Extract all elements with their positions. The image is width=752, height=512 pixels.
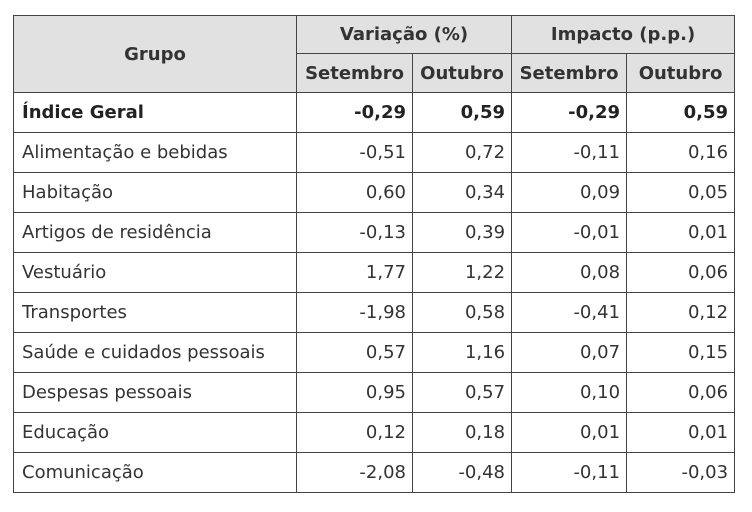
variacao-setembro-cell: 0,12 <box>296 412 413 453</box>
table-body: Índice Geral -0,29 0,59 -0,29 0,59 Alime… <box>13 92 736 493</box>
row-group-name: Transportes <box>13 292 297 333</box>
row-group-name: Saúde e cuidados pessoais <box>13 332 297 373</box>
table-row: Índice Geral -0,29 0,59 -0,29 0,59 <box>13 92 736 133</box>
variacao-outubro-cell: 0,59 <box>411 92 513 133</box>
row-group-name: Artigos de residência <box>13 212 297 253</box>
impacto-setembro-cell: -0,41 <box>511 292 628 333</box>
table-row: Alimentação e bebidas -0,51 0,72 -0,11 0… <box>13 132 736 173</box>
row-group-name: Comunicação <box>13 452 297 493</box>
row-group-name: Vestuário <box>13 252 297 293</box>
header-impacto-setembro: Setembro <box>511 53 628 93</box>
variacao-setembro-cell: -1,98 <box>296 292 413 333</box>
variacao-setembro-cell: 1,77 <box>296 252 413 293</box>
impacto-outubro-cell: 0,06 <box>626 372 736 413</box>
impacto-outubro-cell: 0,06 <box>626 252 736 293</box>
impacto-outubro-cell: 0,16 <box>626 132 736 173</box>
impacto-setembro-cell: -0,11 <box>511 132 628 173</box>
variacao-setembro-cell: -0,29 <box>296 92 413 133</box>
impacto-setembro-cell: 0,09 <box>511 172 628 213</box>
variacao-outubro-cell: 0,58 <box>411 292 513 333</box>
variacao-outubro-cell: 1,22 <box>411 252 513 293</box>
impacto-setembro-cell: -0,29 <box>511 92 628 133</box>
row-group-name: Habitação <box>13 172 297 213</box>
header-impacto-outubro: Outubro <box>626 53 736 93</box>
ipca-group-table: Grupo Variação (%) Impacto (p.p.) Setemb… <box>13 15 736 493</box>
variacao-setembro-cell: -2,08 <box>296 452 413 493</box>
variacao-outubro-cell: 0,72 <box>411 132 513 173</box>
variacao-outubro-cell: 0,18 <box>411 412 513 453</box>
row-group-name: Índice Geral <box>13 92 297 133</box>
table-row: Artigos de residência -0,13 0,39 -0,01 0… <box>13 212 736 253</box>
impacto-outubro-cell: 0,05 <box>626 172 736 213</box>
variacao-setembro-cell: -0,51 <box>296 132 413 173</box>
variacao-outubro-cell: -0,48 <box>411 452 513 493</box>
table-row: Transportes -1,98 0,58 -0,41 0,12 <box>13 292 736 333</box>
table-row: Despesas pessoais 0,95 0,57 0,10 0,06 <box>13 372 736 413</box>
header-grupo: Grupo <box>13 15 297 93</box>
header-variacao-setembro: Setembro <box>296 53 413 93</box>
impacto-setembro-cell: 0,07 <box>511 332 628 373</box>
variacao-outubro-cell: 1,16 <box>411 332 513 373</box>
table-header: Grupo Variação (%) Impacto (p.p.) Setemb… <box>13 15 736 93</box>
variacao-outubro-cell: 0,34 <box>411 172 513 213</box>
table-row: Habitação 0,60 0,34 0,09 0,05 <box>13 172 736 213</box>
impacto-outubro-cell: 0,59 <box>626 92 736 133</box>
table-row: Comunicação -2,08 -0,48 -0,11 -0,03 <box>13 452 736 493</box>
impacto-setembro-cell: -0,11 <box>511 452 628 493</box>
variacao-outubro-cell: 0,57 <box>411 372 513 413</box>
variacao-setembro-cell: 0,57 <box>296 332 413 373</box>
table-row: Educação 0,12 0,18 0,01 0,01 <box>13 412 736 453</box>
impacto-outubro-cell: 0,01 <box>626 412 736 453</box>
variacao-outubro-cell: 0,39 <box>411 212 513 253</box>
impacto-setembro-cell: -0,01 <box>511 212 628 253</box>
impacto-setembro-cell: 0,10 <box>511 372 628 413</box>
row-group-name: Alimentação e bebidas <box>13 132 297 173</box>
impacto-setembro-cell: 0,01 <box>511 412 628 453</box>
table-row: Vestuário 1,77 1,22 0,08 0,06 <box>13 252 736 293</box>
impacto-outubro-cell: 0,15 <box>626 332 736 373</box>
header-variacao: Variação (%) <box>295 15 513 54</box>
variacao-setembro-cell: 0,60 <box>296 172 413 213</box>
impacto-outubro-cell: 0,12 <box>626 292 736 333</box>
header-impacto: Impacto (p.p.) <box>511 15 736 54</box>
impacto-outubro-cell: -0,03 <box>626 452 736 493</box>
variacao-setembro-cell: -0,13 <box>296 212 413 253</box>
row-group-name: Despesas pessoais <box>13 372 297 413</box>
variacao-setembro-cell: 0,95 <box>296 372 413 413</box>
table-row: Saúde e cuidados pessoais 0,57 1,16 0,07… <box>13 332 736 373</box>
header-variacao-outubro: Outubro <box>411 53 513 93</box>
impacto-outubro-cell: 0,01 <box>626 212 736 253</box>
impacto-setembro-cell: 0,08 <box>511 252 628 293</box>
row-group-name: Educação <box>13 412 297 453</box>
